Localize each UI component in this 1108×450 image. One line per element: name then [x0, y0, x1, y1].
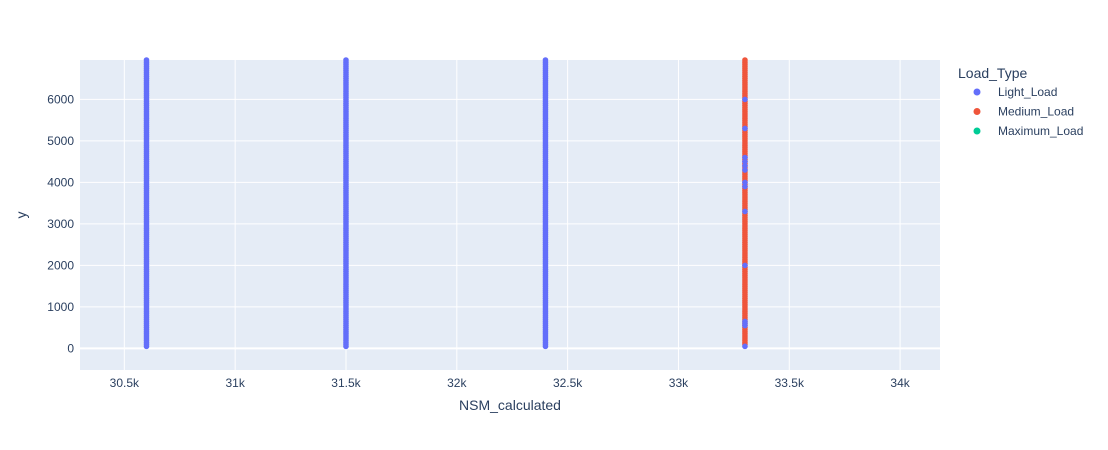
x-tick-label: 32.5k: [553, 376, 583, 390]
legend-title: Load_Type: [958, 65, 1027, 81]
y-tick-label: 5000: [47, 134, 74, 148]
data-point: [742, 96, 748, 103]
data-points: [143, 57, 748, 350]
x-tick-label: 33.5k: [775, 376, 805, 390]
x-tick-labels: 30.5k 31k 31.5k 32k 32.5k 33k 33.5k 34k: [110, 376, 911, 390]
legend-label: Light_Load: [998, 85, 1057, 99]
data-point: [742, 318, 748, 325]
y-tick-labels: 0 1000 2000 3000 4000 5000 6000: [47, 92, 74, 355]
data-point: [343, 57, 349, 63]
legend-marker: [973, 127, 981, 135]
data-point: [742, 154, 748, 161]
legend-item-Light_Load[interactable]: Light_Load: [973, 85, 1058, 99]
data-point: [742, 158, 748, 165]
data-point: [742, 125, 748, 132]
legend-item-Maximum_Load[interactable]: Maximum_Load: [973, 124, 1084, 138]
data-point: [742, 163, 748, 169]
data-point: [742, 57, 748, 63]
data-point: [143, 57, 150, 63]
y-tick-label: 6000: [47, 92, 74, 106]
legend-label: Medium_Load: [998, 105, 1074, 119]
y-tick-label: 0: [67, 341, 74, 355]
y-tick-label: 1000: [47, 300, 74, 314]
data-point: [742, 183, 748, 190]
data-point: [742, 343, 748, 350]
plot-area: [80, 60, 940, 370]
x-tick-label: 32k: [447, 376, 467, 390]
legend-label: Maximum_Load: [998, 124, 1083, 138]
series-Light_Load-overlay: [742, 96, 748, 350]
data-point: [742, 179, 748, 186]
y-tick-label: 2000: [47, 258, 74, 272]
data-point: [542, 57, 549, 63]
series-Light_Load: [143, 57, 549, 350]
legend-marker: [973, 108, 981, 115]
legend-item-Medium_Load[interactable]: Medium_Load: [973, 105, 1075, 119]
x-axis-title: NSM_calculated: [459, 397, 561, 413]
legend-marker: [973, 88, 981, 96]
data-point: [742, 167, 748, 173]
x-tick-label: 31k: [225, 376, 245, 390]
x-tick-label: 33k: [669, 376, 689, 390]
y-tick-label: 3000: [47, 217, 74, 231]
data-point: [742, 208, 748, 215]
y-axis-title: y: [13, 212, 29, 219]
x-tick-label: 30.5k: [110, 376, 140, 390]
legend: Load_Type Light_Load Medium_Load Maximum_L…: [958, 65, 1083, 138]
data-point: [742, 262, 748, 269]
x-tick-label: 31.5k: [331, 376, 361, 390]
y-gridlines: [80, 98, 940, 350]
y-tick-label: 4000: [47, 175, 74, 189]
x-tick-label: 34k: [890, 376, 910, 390]
